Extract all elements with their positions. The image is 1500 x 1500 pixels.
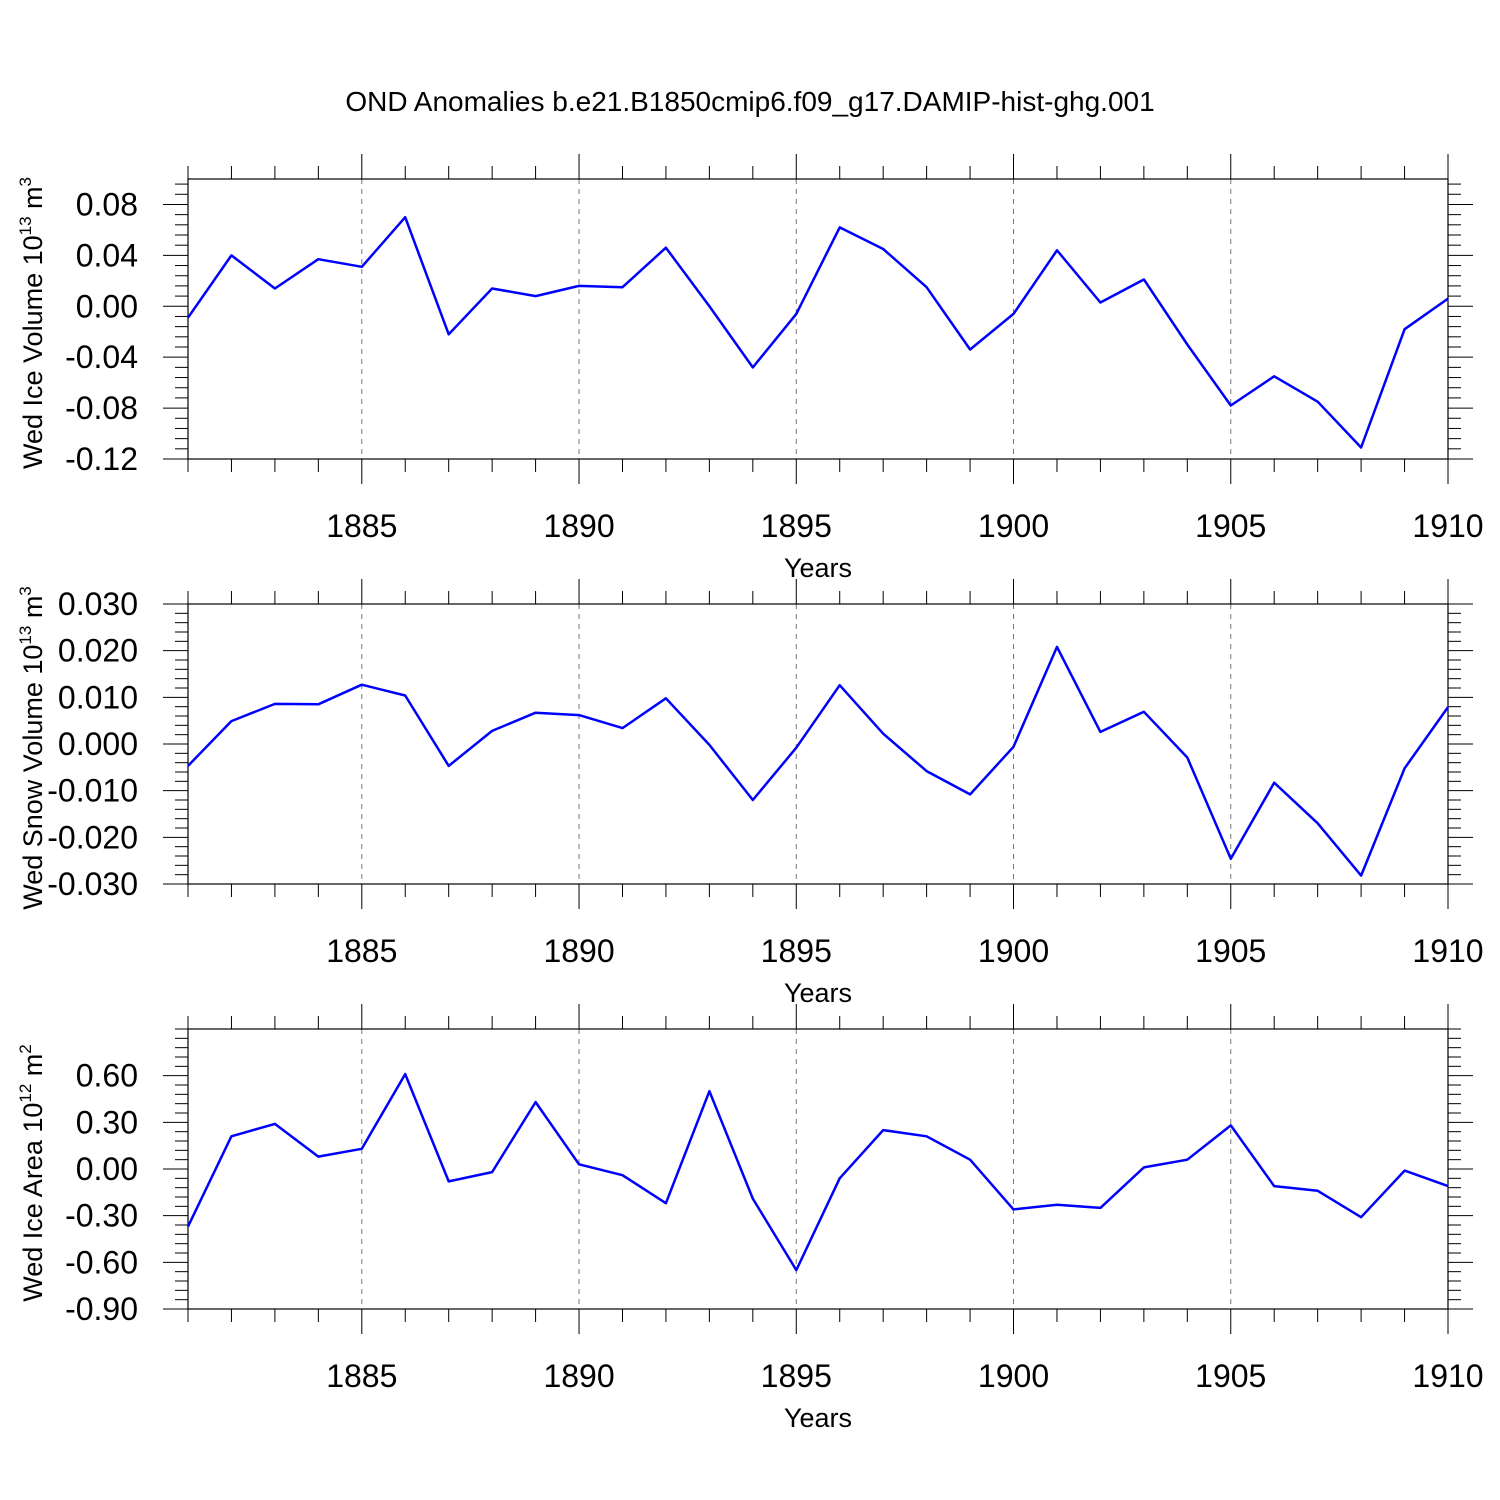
x-tick-label: 1900 (978, 508, 1049, 544)
y-tick-label: -0.08 (65, 390, 138, 426)
x-axis-title: Years (784, 1403, 852, 1433)
y-tick-label: -0.030 (47, 866, 138, 902)
y-tick-label: 0.00 (76, 288, 138, 324)
x-tick-label: 1910 (1412, 1358, 1483, 1394)
x-axis-title: Years (784, 978, 852, 1008)
panel-3 (163, 1004, 1473, 1334)
series-line (186, 215, 1449, 449)
y-tick-label: 0.08 (76, 186, 138, 222)
x-tick-label: 1900 (978, 1358, 1049, 1394)
series-line (187, 645, 1450, 877)
plot-frame (187, 178, 1449, 460)
x-tick-label: 1905 (1195, 1358, 1266, 1394)
y-tick-label: -0.010 (47, 773, 138, 809)
y-axis-title: Wed Ice Area 1012 m2 (16, 1044, 48, 1302)
y-tick-label: 0.020 (58, 633, 138, 669)
y-tick-label: 0.010 (58, 679, 138, 715)
x-tick-label: 1885 (326, 933, 397, 969)
y-axis-title: Wed Ice Volume 1013 m3 (16, 177, 48, 469)
y-tick-label: 0.60 (76, 1058, 138, 1094)
y-tick-label: 0.030 (58, 586, 138, 622)
x-tick-label: 1885 (326, 1358, 397, 1394)
x-tick-label: 1905 (1195, 933, 1266, 969)
y-tick-label: -0.90 (65, 1291, 138, 1327)
y-tick-label: 0.00 (76, 1151, 138, 1187)
series-line (186, 1072, 1449, 1272)
plot-frame (187, 1028, 1449, 1310)
y-tick-label: 0.04 (76, 237, 138, 273)
y-tick-label: 0.30 (76, 1104, 138, 1140)
y-tick-label: -0.020 (47, 819, 138, 855)
x-tick-label: 1895 (761, 508, 832, 544)
panel-2 (163, 579, 1473, 909)
y-tick-label: 0.000 (58, 726, 138, 762)
y-tick-label: -0.04 (65, 339, 138, 375)
x-tick-label: 1910 (1412, 933, 1483, 969)
x-tick-label: 1910 (1412, 508, 1483, 544)
y-tick-label: -0.12 (65, 441, 138, 477)
x-tick-label: 1890 (543, 508, 614, 544)
x-tick-label: 1890 (543, 933, 614, 969)
x-tick-label: 1895 (761, 1358, 832, 1394)
x-tick-label: 1885 (326, 508, 397, 544)
x-axis-title: Years (784, 553, 852, 583)
plot-frame (187, 603, 1449, 885)
y-tick-label: -0.30 (65, 1198, 138, 1234)
y-axis-title: Wed Snow Volume 1013 m3 (16, 586, 48, 910)
x-tick-label: 1905 (1195, 508, 1266, 544)
x-tick-label: 1900 (978, 933, 1049, 969)
page-title: OND Anomalies b.e21.B1850cmip6.f09_g17.D… (345, 86, 1155, 117)
x-tick-label: 1890 (543, 1358, 614, 1394)
panel-1 (163, 154, 1473, 484)
y-tick-label: -0.60 (65, 1244, 138, 1280)
x-tick-label: 1895 (761, 933, 832, 969)
